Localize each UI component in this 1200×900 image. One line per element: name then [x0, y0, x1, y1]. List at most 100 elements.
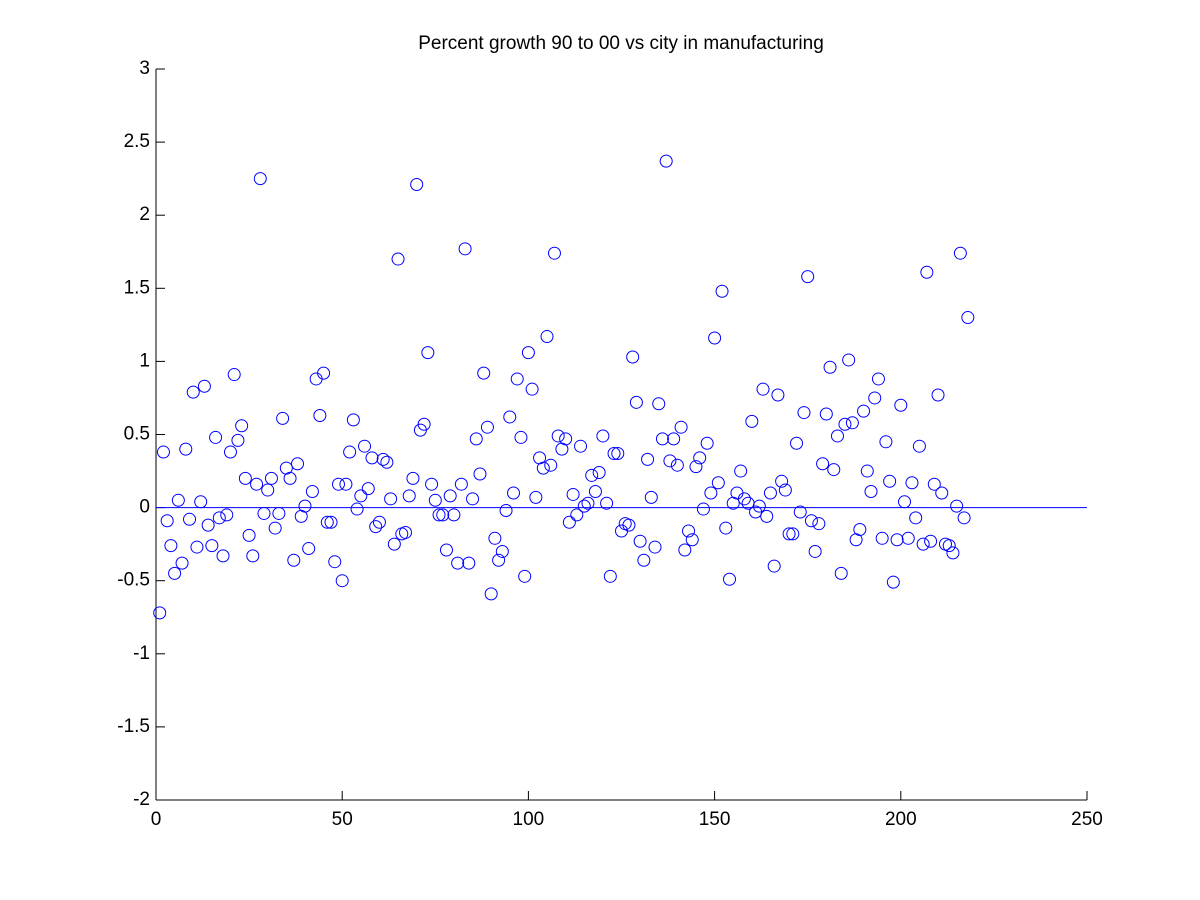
point: [358, 439, 372, 453]
point: [529, 490, 543, 504]
point: [857, 404, 871, 418]
point: [216, 549, 230, 563]
point: [462, 556, 476, 570]
point: [183, 512, 197, 526]
point: [778, 483, 792, 497]
point: [425, 477, 439, 491]
point: [507, 486, 521, 500]
point: [838, 417, 852, 431]
y-tick-label: 0.5: [124, 424, 150, 445]
point: [883, 474, 897, 488]
point: [871, 372, 885, 386]
point: [577, 499, 591, 513]
point: [633, 534, 647, 548]
point: [194, 495, 208, 509]
point: [454, 477, 468, 491]
point: [842, 353, 856, 367]
point: [447, 508, 461, 522]
point: [331, 477, 345, 491]
x-tick-label: 200: [885, 809, 917, 830]
point: [745, 414, 759, 428]
point: [197, 379, 211, 393]
point: [156, 445, 170, 459]
point: [894, 398, 908, 412]
point: [566, 487, 580, 501]
point: [525, 382, 539, 396]
point: [276, 411, 290, 425]
point: [365, 451, 379, 465]
point: [763, 486, 777, 500]
point: [700, 436, 714, 450]
point: [406, 471, 420, 485]
point: [622, 518, 636, 532]
point: [179, 442, 193, 456]
point: [540, 330, 554, 344]
x-tick-label: 50: [332, 809, 353, 830]
point: [734, 464, 748, 478]
point: [696, 502, 710, 516]
point: [317, 366, 331, 380]
x-tick-label: 0: [151, 809, 162, 830]
point: [473, 467, 487, 481]
point: [655, 432, 669, 446]
point: [886, 575, 900, 589]
point: [551, 429, 565, 443]
point: [495, 544, 509, 558]
point: [220, 508, 234, 522]
point: [559, 432, 573, 446]
point: [600, 496, 614, 510]
point: [503, 410, 517, 424]
point: [924, 534, 938, 548]
point: [335, 574, 349, 588]
point: [648, 540, 662, 554]
point: [287, 553, 301, 567]
point: [201, 518, 215, 532]
y-tick-label: 1: [139, 350, 150, 371]
point: [510, 372, 524, 386]
point: [253, 172, 267, 186]
point: [190, 540, 204, 554]
point: [391, 252, 405, 266]
point: [343, 445, 357, 459]
y-tick-label: 0: [139, 497, 150, 518]
point: [272, 506, 286, 520]
point: [905, 476, 919, 490]
point: [492, 553, 506, 567]
point: [845, 416, 859, 430]
point: [186, 385, 200, 399]
point: [790, 436, 804, 450]
point: [402, 489, 416, 503]
point: [160, 514, 174, 528]
point: [834, 566, 848, 580]
point: [722, 572, 736, 586]
point: [957, 511, 971, 525]
point: [912, 439, 926, 453]
point: [812, 517, 826, 531]
point: [164, 539, 178, 553]
point: [227, 368, 241, 382]
point: [808, 544, 822, 558]
point: [901, 531, 915, 545]
point: [324, 515, 338, 529]
point: [376, 452, 390, 466]
point: [231, 433, 245, 447]
point: [298, 499, 312, 513]
point: [313, 408, 327, 422]
point: [372, 515, 386, 529]
point: [603, 569, 617, 583]
point: [209, 430, 223, 444]
point: [771, 388, 785, 402]
y-tick-label: -1.5: [117, 716, 150, 737]
point: [514, 430, 528, 444]
point: [439, 543, 453, 557]
point: [752, 499, 766, 513]
point: [775, 474, 789, 488]
point: [953, 246, 967, 260]
point: [320, 515, 334, 529]
point: [875, 531, 889, 545]
point: [797, 406, 811, 420]
point: [898, 495, 912, 509]
point: [890, 533, 904, 547]
